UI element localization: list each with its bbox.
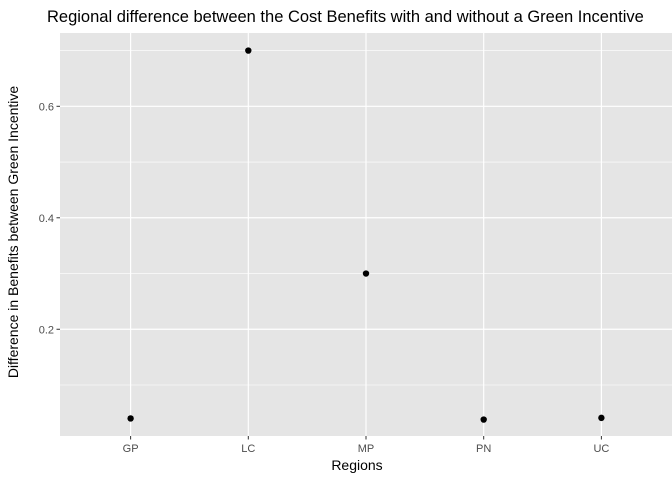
x-axis-ticks: GP LC MP PN UC bbox=[123, 436, 609, 455]
chart-title: Regional difference between the Cost Ben… bbox=[47, 8, 644, 26]
data-point-uc bbox=[598, 414, 605, 422]
x-tick-label: UC bbox=[593, 443, 609, 455]
y-axis-ticks: 0.2 0.4 0.6 bbox=[39, 101, 60, 336]
x-tick-label: MP bbox=[358, 443, 375, 455]
major-gridlines bbox=[60, 33, 672, 436]
y-tick-label: 0.6 bbox=[39, 101, 54, 113]
x-tick-label: LC bbox=[241, 443, 255, 455]
y-tick-label: 0.2 bbox=[39, 324, 54, 336]
data-points bbox=[127, 47, 605, 423]
data-point-pn bbox=[480, 416, 487, 423]
y-axis-title: Difference in Benefits between Green Inc… bbox=[5, 86, 21, 379]
data-point-mp bbox=[362, 270, 370, 277]
y-tick-label: 0.4 bbox=[39, 213, 54, 225]
data-point-lc bbox=[245, 47, 252, 54]
x-tick-label: GP bbox=[123, 443, 139, 455]
x-tick-label: PN bbox=[476, 443, 491, 455]
data-point-gp bbox=[127, 415, 134, 422]
x-axis-title: Regions bbox=[331, 457, 382, 473]
